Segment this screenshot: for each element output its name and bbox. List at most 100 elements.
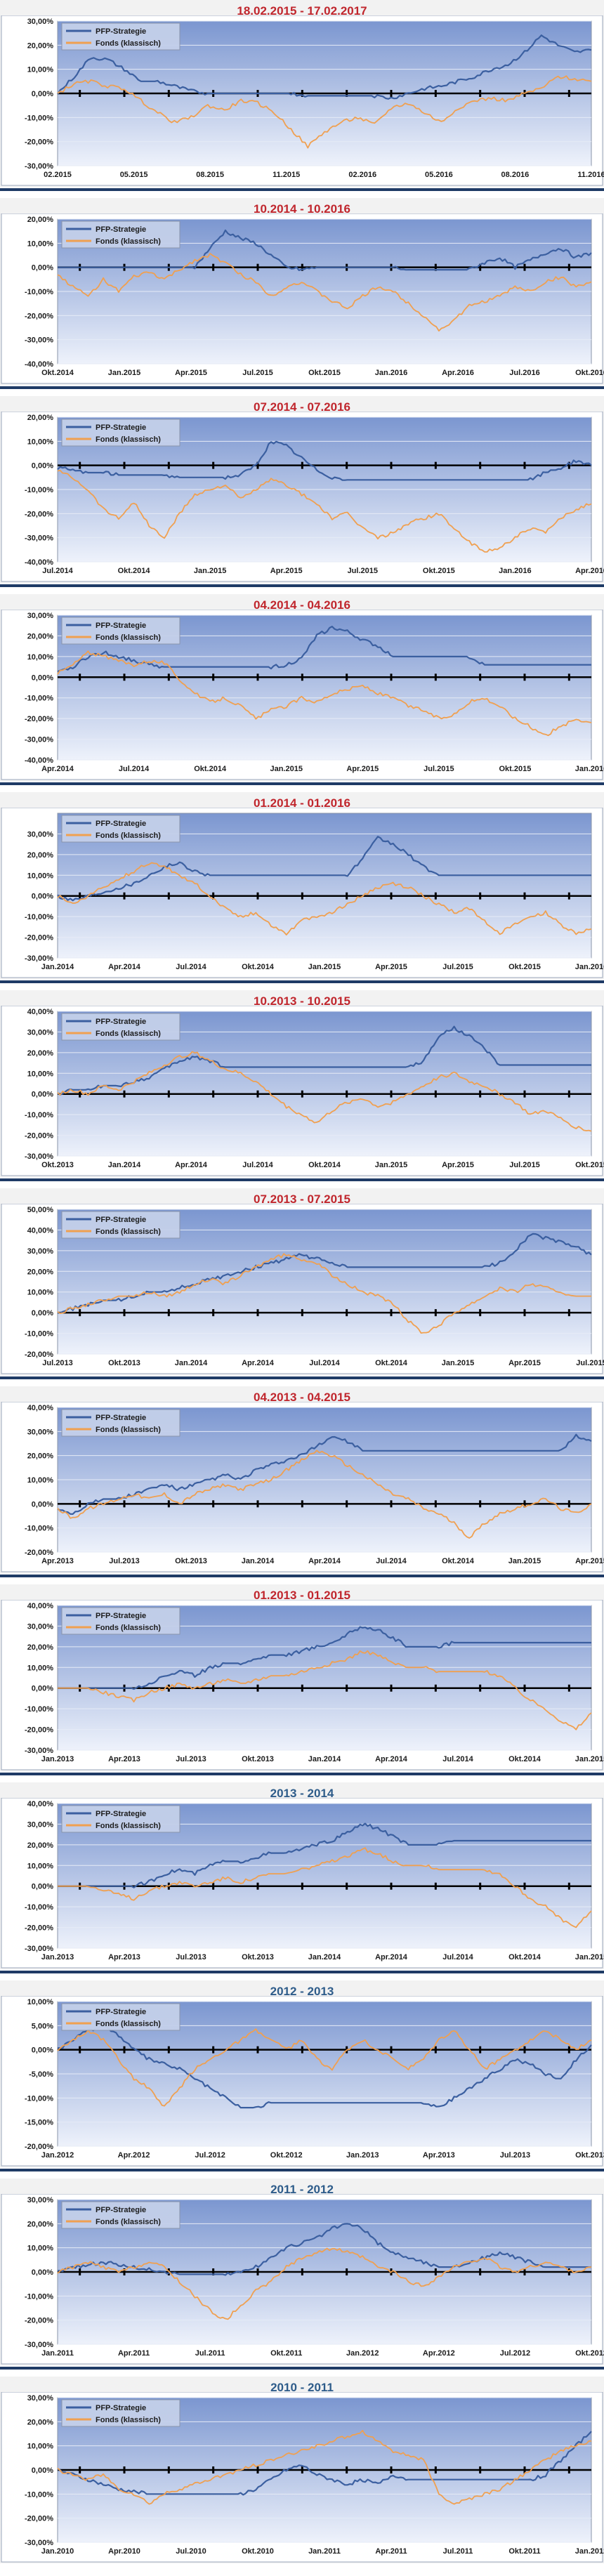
x-tick-label: Okt.2015 xyxy=(499,765,531,773)
x-tick-label: Jul.2016 xyxy=(509,369,539,377)
legend-label: Fonds (klassisch) xyxy=(96,2416,161,2424)
y-tick-label: 40,00% xyxy=(27,1404,54,1412)
y-tick-label: 30,00% xyxy=(27,2394,54,2403)
y-tick-label: 20,00% xyxy=(27,41,54,50)
x-tick-label: 02.2015 xyxy=(44,171,72,179)
legend-label: PFP-Strategie xyxy=(96,820,146,828)
y-tick-label: -30,00% xyxy=(25,1747,53,1755)
series-line-pfp xyxy=(58,1626,591,1690)
y-tick-label: 40,00% xyxy=(27,1602,54,1610)
series-line-pfp xyxy=(57,1025,591,1096)
y-tick-label: 20,00% xyxy=(27,2418,54,2426)
y-tick-label: 0,00% xyxy=(32,1091,53,1099)
chart-panel: 2013 - 2014 -30,00% -20,00% -10,00% 0,00% 10,… xyxy=(0,1782,604,1969)
x-tick-label: Okt.2011 xyxy=(508,2547,540,2556)
y-tick-label: -20,00% xyxy=(25,2143,53,2151)
line-chart: -30,00% -20,00% -10,00% 0,00% 10,00% 20,00% 30… xyxy=(1,15,604,186)
legend-box xyxy=(61,2399,180,2427)
x-tick-label: Jan.2015 xyxy=(108,369,140,377)
y-tick-label: 30,00% xyxy=(27,1820,54,1829)
y-tick-label: -20,00% xyxy=(25,934,53,942)
y-tick-label: 30,00% xyxy=(27,830,54,839)
x-tick-label: Apr.2013 xyxy=(41,1557,74,1565)
x-tick-label: Jan.2015 xyxy=(442,1359,474,1367)
series-line-fonds xyxy=(57,1253,591,1334)
y-tick-label: -20,00% xyxy=(25,1132,53,1141)
x-tick-label: Okt.2015 xyxy=(423,567,455,575)
legend-label: PFP-Strategie xyxy=(96,225,146,234)
y-tick-label: -20,00% xyxy=(25,1549,53,1557)
y-tick-label: -10,00% xyxy=(25,2490,53,2499)
legend-box xyxy=(61,1607,180,1635)
y-tick-label: -40,00% xyxy=(25,360,53,369)
series-line-pfp xyxy=(58,229,592,271)
y-tick-label: 10,00% xyxy=(27,1070,54,1078)
x-tick-label: Okt.2014 xyxy=(41,369,74,377)
x-tick-label: Okt.2013 xyxy=(41,1161,74,1169)
x-tick-label: Jul.2013 xyxy=(176,1755,206,1763)
y-tick-label: 20,00% xyxy=(27,1452,54,1461)
y-tick-label: 10,00% xyxy=(27,1862,54,1870)
y-tick-label: 0,00% xyxy=(32,893,53,901)
chart-panel: 10.2014 - 10.2016 -40,00% -30,00% -20,00% -1… xyxy=(0,198,604,385)
x-tick-label: Okt.2011 xyxy=(270,2349,302,2358)
y-tick-label: -10,00% xyxy=(25,1903,53,1912)
line-chart: -30,00% -20,00% -10,00% 0,00% 10,00% 20,00% 30… xyxy=(1,1600,604,1770)
chart-panel: 18.02.2015 - 17.02.2017 -30,00% -20,00% -10… xyxy=(0,0,604,187)
y-tick-label: -20,00% xyxy=(25,138,53,147)
x-tick-label: Apr.2015 xyxy=(270,567,303,575)
y-tick-label: -20,00% xyxy=(25,1726,53,1735)
y-tick-label: 10,00% xyxy=(27,2245,54,2253)
y-tick-label: -30,00% xyxy=(25,1945,53,1953)
chart-panel: 2012 - 2013 -20,00% -15,00% -10,00% -5,00% 0,… xyxy=(0,1980,604,2167)
legend-label: Fonds (klassisch) xyxy=(96,435,161,444)
legend-box xyxy=(61,815,180,843)
legend-label: Fonds (klassisch) xyxy=(96,39,161,48)
y-tick-label: -10,00% xyxy=(25,695,53,703)
x-tick-label: Okt.2014 xyxy=(194,765,227,773)
x-tick-label: Jul.2015 xyxy=(348,567,378,575)
x-tick-label: 08.2016 xyxy=(501,171,530,179)
x-tick-label: Jul.2013 xyxy=(109,1557,139,1565)
series-line-fonds xyxy=(57,650,592,737)
x-tick-label: Jan.2013 xyxy=(41,1953,74,1961)
y-tick-label: 0,00% xyxy=(32,2268,53,2277)
y-tick-label: 10,00% xyxy=(27,1664,54,1672)
x-tick-label: Jan.2015 xyxy=(308,963,341,971)
x-tick-label: Jul.2014 xyxy=(242,1161,273,1169)
x-tick-label: Apr.2015 xyxy=(508,1359,541,1367)
y-tick-label: 20,00% xyxy=(27,1049,54,1058)
x-tick-label: Okt.2012 xyxy=(270,2151,303,2160)
series-line-fonds xyxy=(57,862,592,935)
x-tick-label: Jul.2011 xyxy=(443,2547,473,2556)
y-tick-label: 10,00% xyxy=(27,2443,54,2451)
legend-label: Fonds (klassisch) xyxy=(96,237,161,246)
y-tick-label: 20,00% xyxy=(27,632,54,640)
y-tick-label: 10,00% xyxy=(27,872,54,880)
x-tick-label: Jan.2014 xyxy=(41,963,74,971)
section-separator xyxy=(0,386,604,389)
x-tick-label: Apr.2011 xyxy=(375,2547,407,2556)
legend-label: PFP-Strategie xyxy=(96,622,146,630)
series-line-fonds xyxy=(57,2429,591,2505)
series-line-pfp xyxy=(57,1433,592,1515)
y-tick-label: -5,00% xyxy=(29,2070,53,2079)
x-tick-label: Apr.2013 xyxy=(108,1953,140,1961)
y-tick-label: 30,00% xyxy=(27,612,54,620)
y-tick-label: -30,00% xyxy=(25,2341,53,2349)
line-chart: -30,00% -20,00% -10,00% 0,00% 10,00% 20,00% 30… xyxy=(1,1006,604,1176)
x-tick-label: Jan.2016 xyxy=(499,567,531,575)
series-line-fonds xyxy=(57,469,592,553)
series-line-fonds xyxy=(58,1650,592,1730)
legend-label: Fonds (klassisch) xyxy=(96,832,161,840)
x-tick-label: Okt.2014 xyxy=(308,1161,341,1169)
x-tick-label: Jul.2013 xyxy=(176,1953,206,1961)
series-line-fonds xyxy=(57,253,592,331)
y-tick-label: 40,00% xyxy=(27,1008,54,1016)
x-tick-label: Jan.2011 xyxy=(41,2349,74,2358)
chart-title: 10.2013 - 10.2015 xyxy=(253,994,350,1008)
x-tick-label: Okt.2013 xyxy=(575,2151,604,2160)
y-tick-label: 20,00% xyxy=(27,1643,54,1652)
y-tick-label: 40,00% xyxy=(27,1226,54,1235)
y-tick-label: 10,00% xyxy=(27,1289,54,1297)
